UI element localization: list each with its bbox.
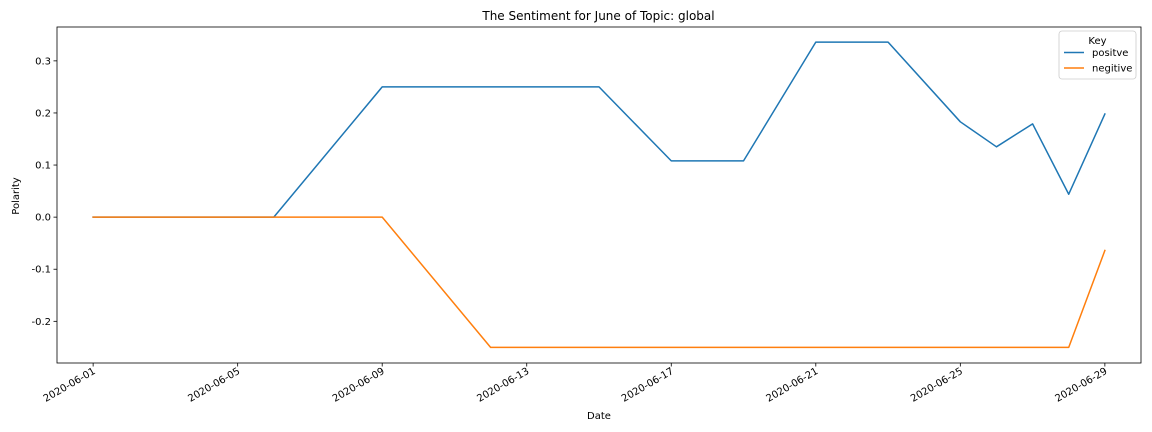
series-line-negitive — [92, 216, 1106, 349]
legend-title: Key — [1088, 36, 1106, 47]
legend-items: positve negitive — [1064, 48, 1132, 75]
y-tick-label: 0.3 — [35, 56, 51, 67]
x-tick-label: 2020-06-25 — [909, 366, 965, 405]
x-tick-label: 2020-06-13 — [475, 366, 531, 405]
y-tick-label: 0.2 — [35, 108, 51, 119]
y-tick-label: -0.1 — [31, 265, 51, 276]
plot-frame — [56, 26, 1142, 364]
x-tick-label: 2020-06-05 — [186, 366, 242, 405]
x-tick-label: 2020-06-09 — [331, 366, 387, 405]
y-tick-label: 0.1 — [35, 161, 51, 172]
legend-label-negitive: negitive — [1092, 64, 1132, 75]
legend-label-positve: positve — [1092, 48, 1128, 59]
series-line-positve — [92, 41, 1106, 218]
legend: Key positve negitive — [1058, 30, 1137, 80]
x-tick-label: 2020-06-21 — [764, 366, 820, 405]
chart-title: The Sentiment for June of Topic: global — [481, 9, 714, 23]
x-tick-label: 2020-06-29 — [1054, 366, 1110, 405]
legend-box — [1058, 30, 1137, 80]
x-tick-label: 2020-06-17 — [620, 366, 676, 405]
series-layer — [92, 41, 1106, 349]
x-tick-label: 2020-06-01 — [42, 366, 98, 405]
x-axis-label: Date — [587, 411, 611, 422]
y-tick-label: 0.0 — [35, 213, 51, 224]
y-axis: -0.2 -0.1 0.0 0.1 0.2 0.3 — [31, 56, 57, 328]
x-axis: 2020-06-01 2020-06-05 2020-06-09 2020-06-13… — [42, 363, 1110, 405]
y-axis-label: Polarity — [11, 177, 22, 215]
y-tick-label: -0.2 — [31, 317, 51, 328]
